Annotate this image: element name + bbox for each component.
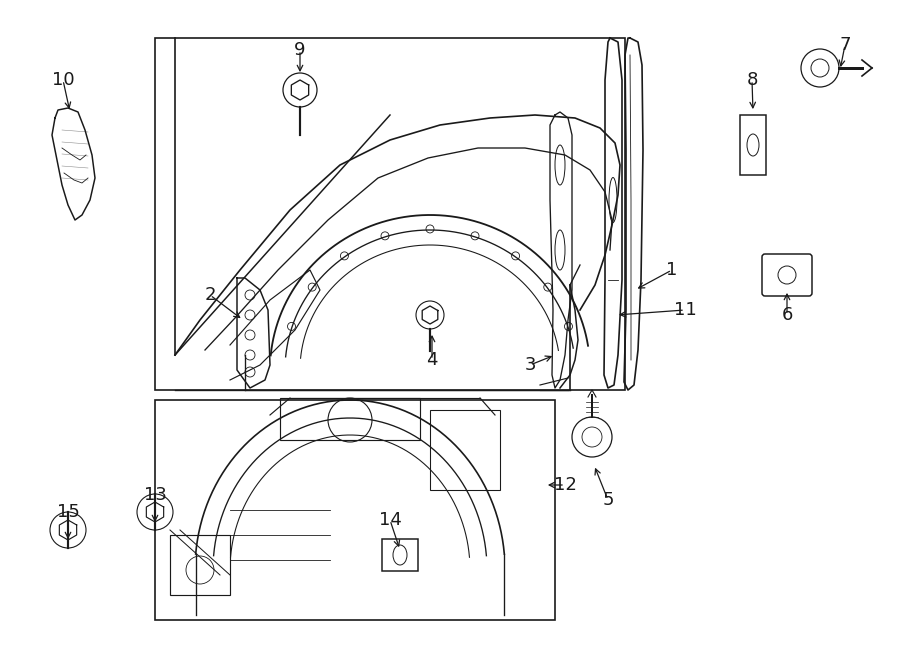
Text: 3: 3 bbox=[524, 356, 536, 374]
Bar bbox=[740, 115, 766, 175]
Text: 14: 14 bbox=[379, 511, 401, 529]
Text: 8: 8 bbox=[746, 71, 758, 89]
Bar bbox=[155, 38, 625, 390]
Text: 9: 9 bbox=[294, 41, 306, 59]
Bar bbox=[170, 535, 230, 595]
Bar bbox=[382, 539, 418, 571]
Text: 13: 13 bbox=[144, 486, 166, 504]
Text: 2: 2 bbox=[204, 286, 216, 304]
Bar bbox=[155, 400, 555, 620]
Bar bbox=[280, 398, 420, 440]
Bar bbox=[430, 410, 500, 490]
Text: 12: 12 bbox=[554, 476, 576, 494]
Text: 5: 5 bbox=[602, 491, 614, 509]
Text: 4: 4 bbox=[427, 351, 437, 369]
Text: 15: 15 bbox=[57, 503, 79, 521]
Text: 1: 1 bbox=[666, 261, 678, 279]
Text: 7: 7 bbox=[839, 36, 850, 54]
Text: 11: 11 bbox=[673, 301, 697, 319]
Text: 6: 6 bbox=[781, 306, 793, 324]
Text: 10: 10 bbox=[51, 71, 75, 89]
